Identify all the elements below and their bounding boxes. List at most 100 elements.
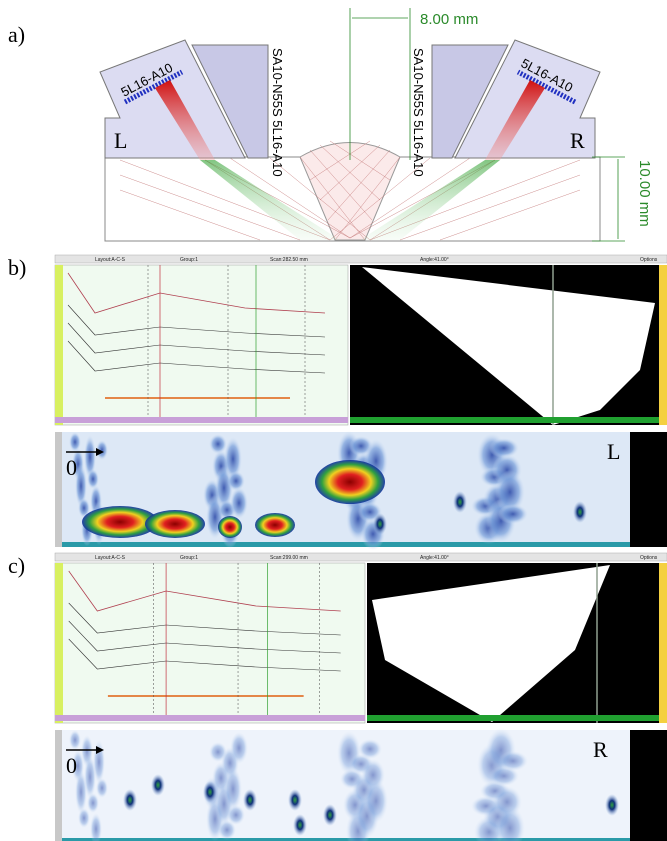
panel-label: a) — [8, 22, 25, 47]
panel-label: c) — [8, 553, 25, 578]
c-axis — [55, 730, 62, 841]
echo — [230, 487, 248, 519]
a-scan — [54, 264, 349, 426]
echo — [87, 469, 99, 489]
echo — [498, 751, 528, 771]
scan-bar — [367, 715, 659, 721]
echo — [224, 437, 242, 481]
echo — [69, 730, 81, 750]
indication — [82, 506, 158, 538]
wedge-block — [191, 44, 269, 159]
echo — [498, 504, 528, 524]
echo — [495, 470, 525, 514]
toolbar-item: Options — [640, 257, 658, 263]
echo — [84, 435, 96, 479]
echo — [489, 766, 519, 786]
panel-c: c) Layout:A-C-S Group:1 Scan:299.00 mm Angle… — [8, 552, 667, 841]
wedge-label: SA10-N55S 5L16-A10 — [411, 48, 426, 177]
echo — [209, 434, 227, 454]
toolbar-item: Angle:41.00° — [420, 257, 449, 263]
toolbar-item: Scan:282.50 mm — [270, 257, 308, 263]
c-bar — [630, 432, 667, 547]
dimension-label: 10.00 mm — [636, 160, 653, 227]
echo — [358, 739, 382, 759]
c-bar — [630, 730, 667, 841]
echo — [93, 740, 105, 784]
side-label: R — [593, 737, 608, 762]
side-label: L — [114, 128, 127, 153]
echo — [495, 806, 525, 841]
echo — [84, 755, 96, 799]
toolbar-item: Layout:A-C-S — [95, 257, 126, 263]
toolbar-item: Group:1 — [180, 555, 198, 561]
indication — [145, 510, 205, 538]
origin-label: 0 — [66, 455, 77, 480]
origin-label: 0 — [66, 753, 77, 778]
indication — [605, 794, 619, 816]
arrow-head — [96, 746, 104, 754]
indication — [573, 501, 587, 523]
panel-b: b) Layout:A-C-S Group:1 Scan:282.50 mm Angle… — [8, 254, 667, 550]
toolbar — [54, 552, 667, 562]
echo — [96, 778, 108, 798]
toolbar-item: Options — [640, 555, 658, 561]
echo — [227, 471, 245, 491]
indication — [255, 513, 295, 537]
echo — [90, 813, 102, 841]
indication — [293, 814, 307, 836]
indication — [453, 491, 467, 513]
echo — [78, 808, 90, 828]
echo — [224, 767, 242, 811]
axis-strip — [55, 417, 348, 423]
sector — [362, 267, 655, 425]
echo — [489, 438, 519, 458]
dimension-label: 8.00 mm — [420, 11, 478, 28]
sector — [372, 565, 610, 722]
echo — [87, 793, 99, 813]
side-label: R — [570, 128, 585, 153]
echo — [227, 805, 245, 825]
panel-label: b) — [8, 255, 26, 280]
panel-a: a) 5L16-A10 SA10-N55S 5L16-A10 L 5L16-A1… — [8, 8, 653, 241]
arrow-head — [96, 448, 104, 456]
indication — [243, 789, 257, 811]
toolbar-item: Scan:299.00 mm — [270, 555, 308, 561]
indication — [203, 781, 217, 803]
toolbar-item: Angle:41.00° — [420, 555, 449, 561]
axis-strip — [55, 265, 63, 425]
indication — [123, 789, 137, 811]
indication — [151, 774, 165, 796]
color-bar — [659, 265, 667, 425]
echo — [364, 779, 388, 823]
left-probe — [99, 39, 340, 240]
indication — [373, 513, 387, 535]
indication — [288, 789, 302, 811]
echo — [230, 732, 248, 764]
beam — [200, 160, 340, 240]
echo — [96, 440, 108, 460]
c-axis — [62, 838, 630, 841]
indication — [315, 460, 385, 504]
toolbar-item: Group:1 — [180, 257, 198, 263]
echo — [78, 498, 90, 518]
indication — [323, 804, 337, 826]
color-bar — [659, 563, 667, 723]
echo — [75, 770, 87, 814]
axis-strip — [55, 715, 365, 721]
a-scan — [54, 562, 366, 724]
array-element — [123, 69, 184, 105]
wedge-label: SA10-N55S 5L16-A10 — [270, 48, 285, 177]
c-axis — [55, 432, 62, 547]
beam — [155, 80, 215, 160]
echo — [69, 432, 81, 452]
dimension — [349, 8, 625, 242]
echo — [75, 464, 87, 508]
c-axis — [62, 542, 630, 547]
side-label: L — [607, 439, 620, 464]
axis-strip — [55, 563, 63, 723]
toolbar — [54, 254, 667, 264]
toolbar-item: Layout:A-C-S — [95, 555, 126, 561]
echo — [218, 820, 236, 840]
scan-bar — [350, 417, 659, 423]
